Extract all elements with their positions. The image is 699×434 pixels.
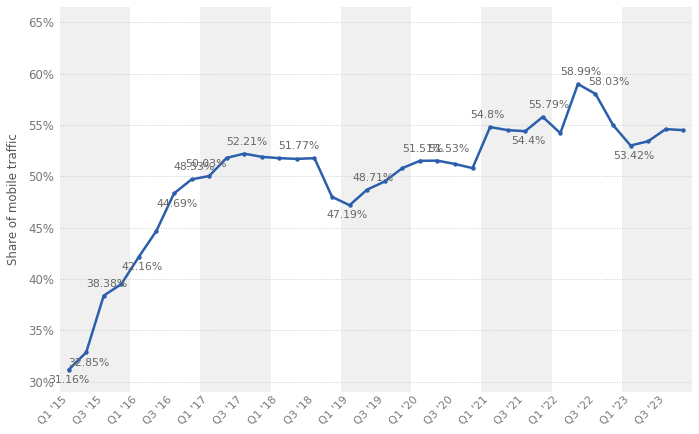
Bar: [622, 7, 692, 392]
Y-axis label: Share of mobile traffic: Share of mobile traffic: [7, 134, 20, 265]
Text: 58.99%: 58.99%: [560, 67, 601, 77]
Bar: [411, 7, 482, 392]
Text: 31.16%: 31.16%: [48, 375, 89, 385]
Bar: [482, 7, 552, 392]
Text: 51.51%: 51.51%: [402, 144, 443, 154]
Text: 51.77%: 51.77%: [278, 141, 319, 151]
Bar: [552, 7, 622, 392]
Text: 58.03%: 58.03%: [589, 77, 630, 87]
Bar: [201, 7, 271, 392]
Text: 32.85%: 32.85%: [69, 358, 110, 368]
Bar: [130, 7, 201, 392]
Bar: [60, 7, 130, 392]
Text: 52.21%: 52.21%: [226, 137, 268, 147]
Text: 54.8%: 54.8%: [470, 110, 505, 120]
Bar: [271, 7, 341, 392]
Text: 42.16%: 42.16%: [121, 262, 162, 272]
Text: 55.79%: 55.79%: [528, 100, 569, 110]
Bar: [341, 7, 411, 392]
Text: 48.33%: 48.33%: [173, 162, 215, 172]
Text: 54.4%: 54.4%: [511, 136, 545, 146]
Text: 50.03%: 50.03%: [185, 159, 227, 169]
Text: 53.42%: 53.42%: [613, 151, 654, 161]
Text: 38.38%: 38.38%: [86, 279, 127, 289]
Text: 48.71%: 48.71%: [352, 173, 394, 183]
Text: 51.53%: 51.53%: [428, 144, 469, 154]
Text: 44.69%: 44.69%: [156, 199, 197, 209]
Text: 47.19%: 47.19%: [326, 210, 368, 220]
